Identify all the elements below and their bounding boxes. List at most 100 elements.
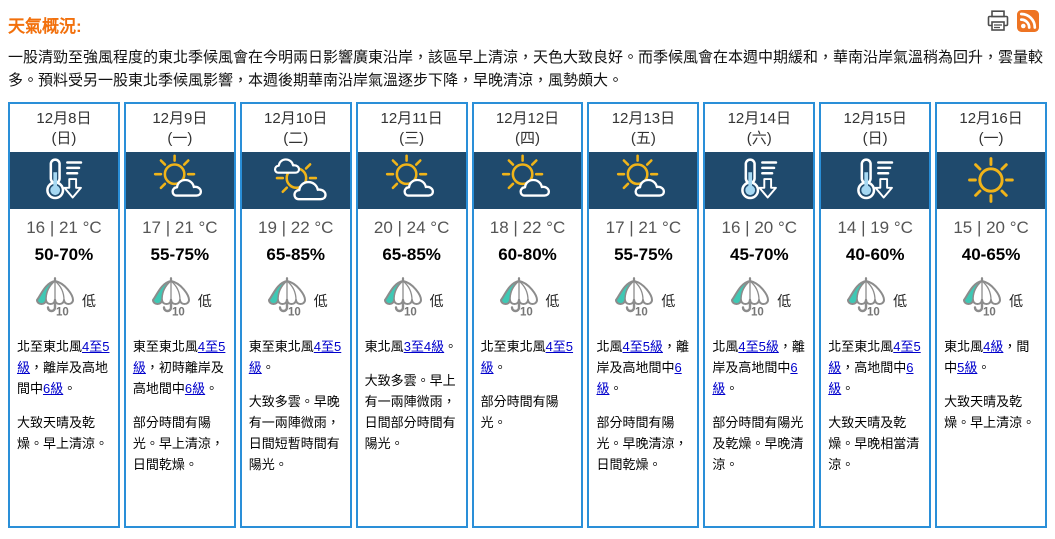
weather-icon-slot [821,152,930,209]
forecast-card: 12月15日 (日) 14 | 19 °C 40-60% 10 [819,102,932,528]
card-date: 12月16日 [959,110,1023,127]
card-weekday: (二) [283,129,309,147]
rain-probability-label: 低 [893,292,908,309]
wind-force-link[interactable]: 4級 [983,339,1004,354]
rain-probability: 10 低 [126,277,234,324]
print-icon[interactable] [986,10,1010,32]
umbrella-rain-icon: 10 [264,277,310,324]
humidity-range: 55-75% [614,245,673,264]
umbrella-rain-icon: 10 [959,277,1005,324]
sunny-intervals-icon [273,158,327,201]
rain-probability-label: 低 [777,292,792,309]
svg-text:10: 10 [983,307,996,319]
wind-force-link[interactable]: 5級 [957,360,978,376]
card-date-header: 12月14日 (六) [705,104,813,152]
wind-force-link[interactable]: 6級 [596,360,682,397]
svg-text:10: 10 [635,307,648,319]
temperature-range: 17 | 21 °C [142,218,218,237]
rss-icon[interactable] [1017,10,1039,32]
weather-icon-slot [357,152,466,209]
weather-icon-slot [589,152,698,209]
wind-force-link[interactable]: 4至5級 [622,339,663,354]
wind-force-link[interactable]: 4至5級 [17,339,110,376]
umbrella-rain-icon: 10 [727,277,773,324]
svg-text:10: 10 [867,307,880,319]
card-weekday: (四) [515,129,540,147]
cold-icon [857,158,894,200]
card-date-header: 12月10日 (二) [242,104,350,152]
weather-icon-slot [473,152,582,209]
rain-probability-label: 低 [313,292,328,309]
weather-text: 部分時間有陽光。 [480,394,559,431]
forecast-card: 12月11日 (三) 20 | 24 °C 65-85% 10 低 [355,102,468,528]
card-date: 12月9日 [152,110,208,127]
forecast-card: 12月16日 (一) 15 | 20 °C 40-65% 10 低 [935,102,1048,528]
temperature-range: 20 | 24 °C [373,218,450,237]
wind-text: 東北風3至4級。 [364,339,458,354]
card-weekday: (六) [746,129,772,147]
sunny-periods-icon [385,154,434,197]
temperature-range: 17 | 21 °C [605,218,682,237]
rain-probability: 10 低 [10,277,118,324]
cold-icon [46,158,83,200]
svg-text:10: 10 [751,307,764,319]
wind-force-link[interactable]: 6級 [184,381,206,397]
rain-probability-label: 低 [197,292,212,309]
umbrella-rain-icon: 10 [496,277,542,324]
umbrella-rain-icon: 10 [32,277,78,324]
wind-text: 東至東北風4至5級。 [248,339,342,376]
sunny-periods-icon [617,154,666,197]
wind-text: 北風4至5級，離岸及高地間中6級。 [712,339,805,397]
card-date: 12月10日 [264,110,328,127]
wind-force-link[interactable]: 4至5級 [248,339,342,376]
svg-text:10: 10 [56,307,69,319]
wind-force-link[interactable]: 3至4級 [403,339,445,354]
weather-text: 大致多雲。早晚有一兩陣微雨，日間短暫時間有陽光。 [248,394,340,473]
weather-text: 大致天晴及乾燥。早上清涼。 [17,415,109,452]
wind-force-link[interactable]: 4至5級 [828,339,921,376]
wind-force-link[interactable]: 4至5級 [738,339,779,354]
temperature-range: 14 | 19 °C [837,218,913,237]
wind-force-link[interactable]: 6級 [43,381,64,397]
forecast-card: 12月10日 (二) 19 | 22 °C 65-85% 10 [239,102,352,528]
weather-summary: 一股清勁至強風程度的東北季候風會在今明兩日影響廣東沿岸，該區早上清涼，天色大致良… [8,49,1044,89]
sunny-icon [968,157,1014,203]
rain-probability: 10 低 [821,277,929,324]
card-date: 12月12日 [495,110,560,127]
page-title: 天氣概況: [8,17,82,36]
humidity-range: 65-85% [382,245,441,264]
svg-text:10: 10 [404,307,417,319]
humidity-range: 50-70% [34,245,94,264]
card-date-header: 12月13日 (五) [589,104,697,152]
rain-probability: 10 低 [474,277,582,324]
weather-icon-slot [241,152,350,209]
card-date: 12月13日 [611,110,676,127]
temperature-range: 16 | 21 °C [26,218,102,237]
rain-probability: 10 低 [937,277,1045,324]
card-date-header: 12月11日 (三) [358,104,466,152]
rain-probability: 10 低 [242,277,350,324]
weather-icon-slot [937,152,1046,209]
svg-text:10: 10 [288,307,301,319]
umbrella-rain-icon: 10 [380,277,426,324]
card-date: 12月8日 [36,110,92,127]
wind-force-link[interactable]: 4至5級 [480,339,574,376]
wind-force-link[interactable]: 6級 [828,360,914,397]
card-weekday: (日) [51,129,77,147]
rain-probability: 10 低 [589,277,697,324]
wind-text: 北至東北風4至5級，高地間中6級。 [828,339,921,397]
wind-text: 北至東北風4至5級。 [480,339,574,376]
weather-text: 大致多雲。早上有一兩陣微雨，日間部分時間有陽光。 [364,373,456,452]
card-date-header: 12月8日 (日) [10,104,118,152]
wind-force-link[interactable]: 4至5級 [132,339,226,376]
card-weekday: (日) [862,129,888,147]
forecast-card: 12月13日 (五) 17 | 21 °C 55-75% 10 低 [587,102,700,528]
sunny-periods-icon [153,154,202,197]
card-date-header: 12月15日 (日) [821,104,929,152]
temperature-range: 15 | 20 °C [953,218,1029,237]
sunny-periods-icon [501,154,550,197]
wind-text: 東北風4級，間中5級。 [944,339,1030,376]
wind-force-link[interactable]: 6級 [712,360,798,397]
umbrella-rain-icon: 10 [843,277,889,324]
